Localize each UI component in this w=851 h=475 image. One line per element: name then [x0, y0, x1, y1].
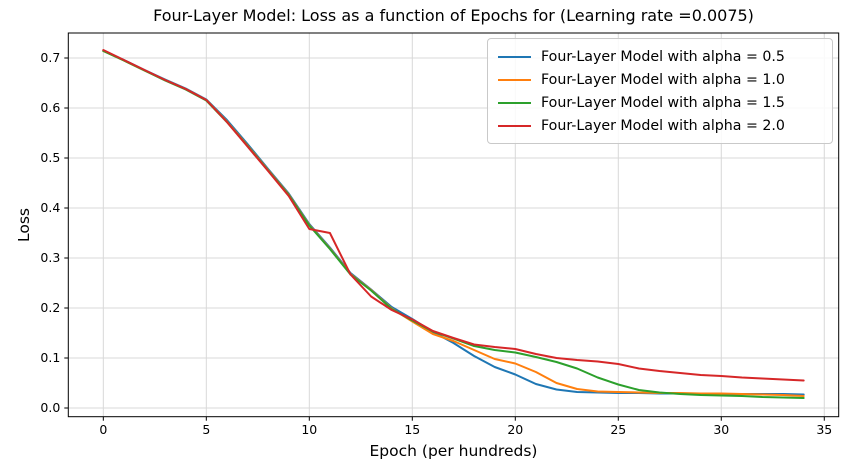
legend-label: Four-Layer Model with alpha = 1.5 [541, 94, 785, 111]
legend-line-sample [498, 101, 531, 104]
y-tick-label-0.3: 0.3 [40, 250, 60, 265]
legend-label: Four-Layer Model with alpha = 1.0 [541, 71, 785, 88]
chart-title: Four-Layer Model: Loss as a function of … [153, 6, 754, 25]
legend-line-sample [498, 78, 531, 81]
y-axis-label: Loss [15, 208, 33, 242]
x-tick-label-25: 25 [610, 422, 626, 437]
axes-frame [67, 32, 840, 418]
x-tick-label-35: 35 [816, 422, 832, 437]
series-line-2.0 [102, 49, 805, 382]
x-axis-label: Epoch (per hundreds) [369, 442, 538, 460]
x-tick-label-30: 30 [713, 422, 729, 437]
legend-item: Four-Layer Model with alpha = 2.0 [498, 114, 822, 137]
x-tick-label-10: 10 [301, 422, 317, 437]
y-tick-label-0.4: 0.4 [40, 200, 60, 215]
x-tick-label-0: 0 [99, 422, 107, 437]
x-tick-label-15: 15 [404, 422, 420, 437]
legend-item: Four-Layer Model with alpha = 1.5 [498, 91, 822, 114]
legend: Four-Layer Model with alpha = 0.5 Four-La… [487, 38, 833, 144]
y-tick-label-0: 0.0 [40, 400, 60, 415]
y-tick-label-0.7: 0.7 [40, 50, 60, 65]
y-tick-label-0.2: 0.2 [40, 300, 60, 315]
y-tick-label-0.1: 0.1 [40, 350, 60, 365]
legend-line-sample [498, 55, 531, 58]
legend-line-sample [498, 124, 531, 127]
legend-item: Four-Layer Model with alpha = 0.5 [498, 45, 822, 68]
x-tick-label-5: 5 [202, 422, 210, 437]
legend-label: Four-Layer Model with alpha = 2.0 [541, 117, 785, 134]
x-tick-label-20: 20 [507, 422, 523, 437]
legend-label: Four-Layer Model with alpha = 0.5 [541, 48, 785, 65]
y-tick-label-0.5: 0.5 [40, 150, 60, 165]
legend-item: Four-Layer Model with alpha = 1.0 [498, 68, 822, 91]
y-tick-label-0.6: 0.6 [40, 100, 60, 115]
